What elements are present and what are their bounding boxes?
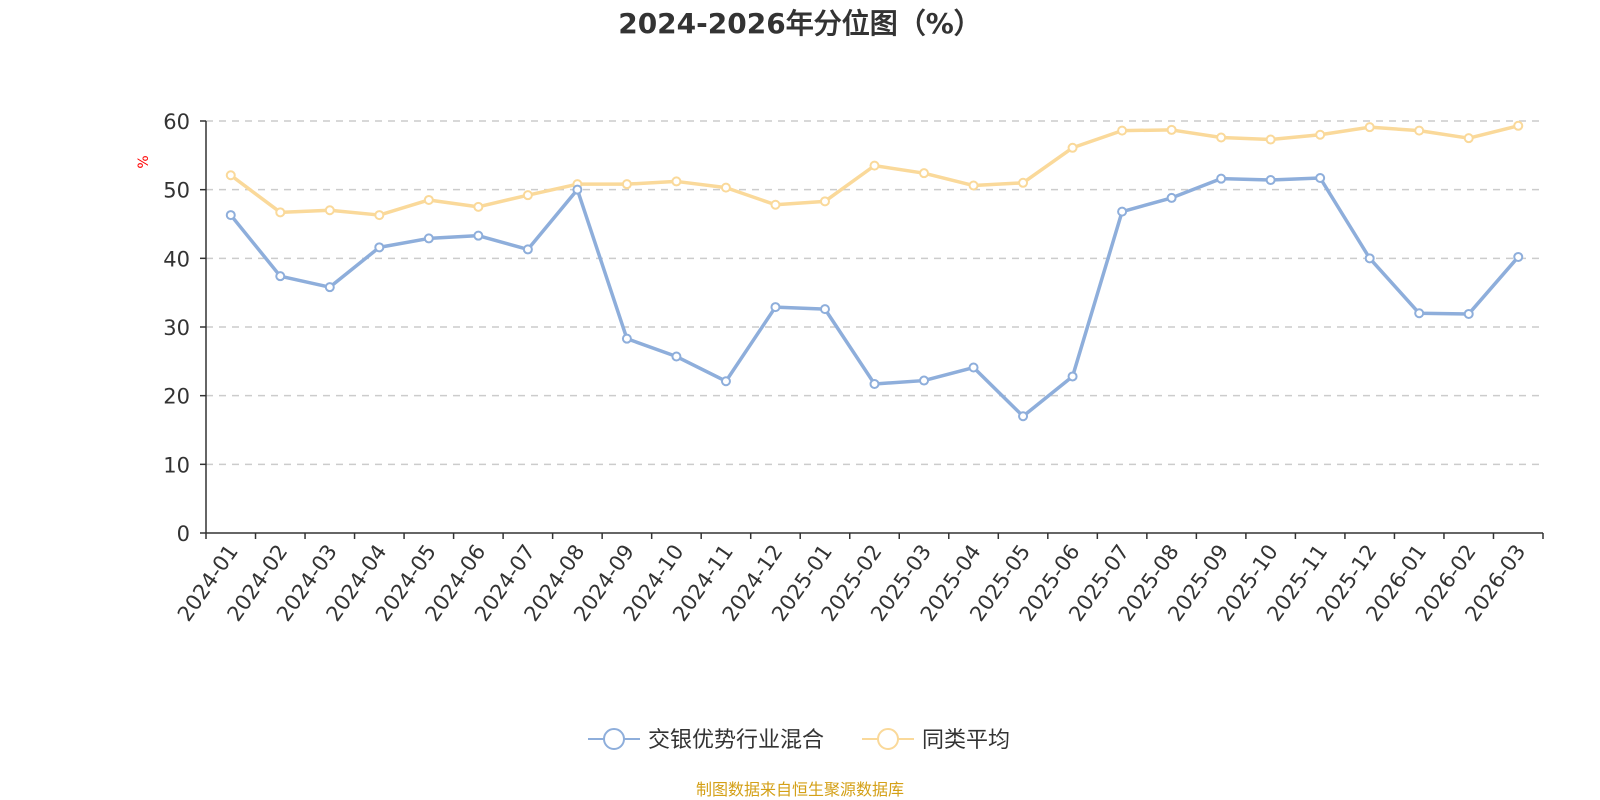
point-fund: [1216, 173, 1227, 184]
point-fund: [1265, 175, 1276, 186]
y-tick-label: 40: [163, 247, 190, 271]
series-peer-average: [225, 120, 1524, 221]
legend-marker-fund: [603, 728, 625, 750]
point-peer-average: [819, 196, 830, 207]
grid-lines: [206, 120, 1543, 466]
point-fund: [1067, 371, 1078, 382]
point-peer-average: [1265, 134, 1276, 145]
point-fund: [919, 375, 930, 386]
point-peer-average: [968, 180, 979, 191]
legend-item-peer-average[interactable]: 同类平均: [862, 728, 1010, 753]
point-fund: [423, 233, 434, 244]
point-fund: [770, 302, 781, 313]
point-peer-average: [1166, 124, 1177, 135]
point-fund: [225, 210, 236, 221]
point-fund: [1166, 192, 1177, 203]
series: [225, 120, 1524, 422]
point-fund: [621, 333, 632, 344]
source-note: 制图数据来自恒生聚源数据库: [696, 780, 904, 799]
point-fund: [720, 376, 731, 387]
point-fund: [671, 351, 682, 362]
y-tick-label: 50: [163, 179, 190, 203]
legend-item-fund[interactable]: 交银优势行业混合: [588, 728, 824, 753]
series-fund: [225, 172, 1524, 422]
point-fund: [1315, 172, 1326, 183]
point-peer-average: [324, 205, 335, 216]
point-fund: [968, 362, 979, 373]
point-peer-average: [473, 201, 484, 212]
legend-marker-peer-average: [877, 728, 899, 750]
point-fund: [1117, 206, 1128, 217]
point-peer-average: [522, 190, 533, 201]
point-fund: [473, 230, 484, 241]
point-fund: [1018, 411, 1029, 422]
point-peer-average: [671, 176, 682, 187]
y-tick-label: 10: [163, 453, 190, 477]
point-peer-average: [423, 194, 434, 205]
point-fund: [1463, 308, 1474, 319]
chart-title: 2024-2026年分位图（%）: [618, 7, 982, 40]
point-peer-average: [1216, 132, 1227, 143]
legend-label-peer-average: 同类平均: [922, 728, 1010, 753]
point-fund: [522, 244, 533, 255]
y-tick-label: 0: [177, 522, 190, 546]
point-peer-average: [374, 210, 385, 221]
y-axis-label: %: [136, 155, 152, 168]
legend-label-fund: 交银优势行业混合: [648, 728, 824, 753]
axes: 01020304050602024-012024-022024-032024-0…: [163, 110, 1544, 626]
point-fund: [1414, 308, 1425, 319]
y-tick-label: 60: [163, 110, 190, 134]
point-peer-average: [275, 207, 286, 218]
legend: 交银优势行业混合 同类平均: [588, 728, 1010, 753]
point-peer-average: [770, 199, 781, 210]
point-peer-average: [1067, 142, 1078, 153]
point-peer-average: [1018, 177, 1029, 188]
point-peer-average: [1463, 133, 1474, 144]
point-fund: [819, 304, 830, 315]
y-tick-label: 20: [163, 385, 190, 409]
point-peer-average: [1513, 120, 1524, 131]
point-fund: [1513, 251, 1524, 262]
point-fund: [869, 378, 880, 389]
point-peer-average: [621, 179, 632, 190]
point-fund: [374, 242, 385, 253]
point-peer-average: [1315, 129, 1326, 140]
point-peer-average: [225, 170, 236, 181]
point-peer-average: [1117, 125, 1128, 136]
point-peer-average: [720, 182, 731, 193]
y-tick-label: 30: [163, 316, 190, 340]
point-peer-average: [919, 168, 930, 179]
point-peer-average: [869, 160, 880, 171]
point-fund: [1364, 253, 1375, 264]
point-peer-average: [1414, 125, 1425, 136]
point-peer-average: [1364, 122, 1375, 133]
point-fund: [572, 184, 583, 195]
point-fund: [275, 271, 286, 282]
point-fund: [324, 282, 335, 293]
